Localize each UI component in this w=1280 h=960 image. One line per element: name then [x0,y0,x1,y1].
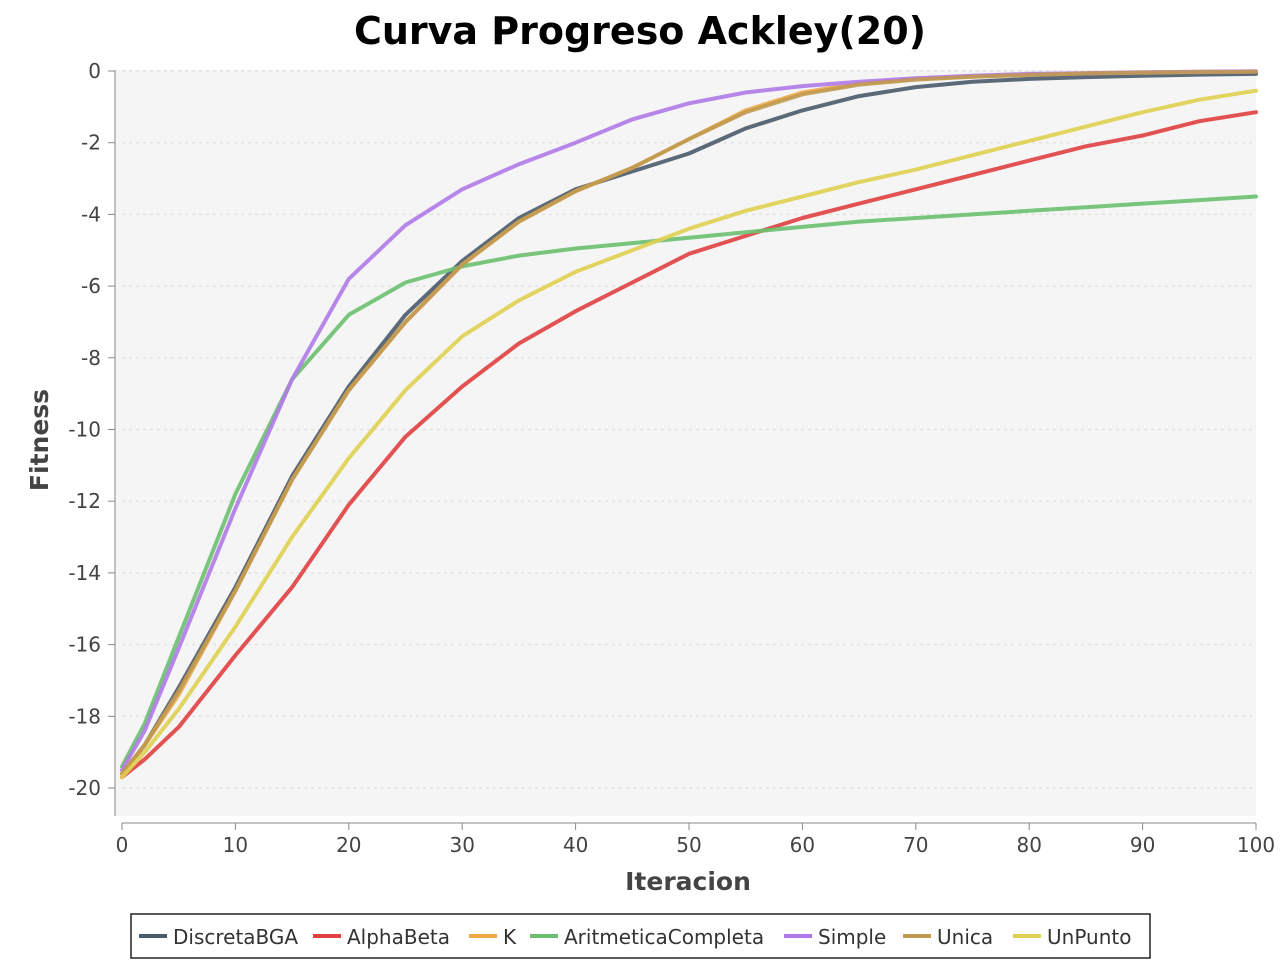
legend: DiscretaBGA AlphaBeta K AritmeticaCompleta S… [130,913,1151,959]
y-tick-label: -12 [68,489,101,513]
y-tick-label: -20 [68,776,101,800]
axes [108,70,1257,830]
x-tick-labels: 0 10 20 30 40 50 60 70 80 90 100 [116,833,1275,857]
y-tick-label: -4 [81,202,101,226]
y-tick-labels: 0 -2 -4 -6 -8 -10 -12 -14 -16 -18 -20 [68,59,101,800]
x-axis-label: Iteracion [625,867,751,896]
y-tick-label: -6 [81,274,101,298]
x-tick-label: 80 [1016,833,1041,857]
x-tick-label: 30 [449,833,474,857]
legend-box [130,913,1151,959]
gridlines [122,70,1256,789]
x-tick-label: 10 [223,833,248,857]
legend-label: K [503,925,517,949]
legend-label: AritmeticaCompleta [564,925,764,949]
series-line-unpunto [120,88,1258,780]
chart-title: Curva Progreso Ackley(20) [354,9,926,53]
series-lines [120,69,1258,780]
x-tick-label: 90 [1130,833,1155,857]
x-tick-label: 100 [1237,833,1275,857]
legend-label: Unica [937,925,993,949]
x-tick-label: 60 [790,833,815,857]
y-tick-label: -2 [81,131,101,155]
y-tick-label: -18 [68,704,101,728]
y-tick-label: -16 [68,633,101,657]
y-tick-label: -14 [68,561,101,585]
legend-label: Simple [818,925,886,949]
series-line-alphabeta [120,110,1258,780]
legend-label: UnPunto [1047,925,1131,949]
legend-label: DiscretaBGA [173,925,298,949]
x-tick-label: 50 [676,833,701,857]
legend-label: AlphaBeta [347,925,450,949]
plot-area [115,70,1256,816]
y-axis-label: Fitness [25,389,54,491]
x-tick-label: 0 [116,833,129,857]
y-tick-label: -8 [81,346,101,370]
y-tick-label: -10 [68,418,101,442]
y-tick-label: 0 [88,59,101,83]
x-tick-label: 20 [336,833,361,857]
x-tick-label: 70 [903,833,928,857]
x-tick-label: 40 [563,833,588,857]
series-line-unica [120,69,1258,776]
